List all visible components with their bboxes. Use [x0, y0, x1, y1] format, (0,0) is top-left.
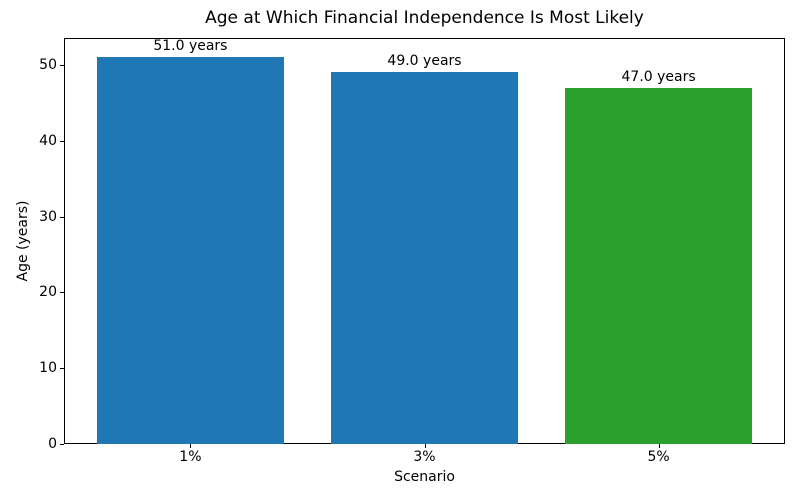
- x-axis-label: Scenario: [394, 469, 455, 485]
- x-tick-label: 3%: [413, 449, 436, 465]
- y-tick-mark: [60, 140, 64, 142]
- y-tick-mark: [60, 64, 64, 66]
- y-tick-mark: [60, 216, 64, 218]
- x-tick-mark: [658, 444, 660, 448]
- x-tick-label: 1%: [179, 449, 202, 465]
- x-tick-mark: [190, 444, 192, 448]
- bar-value-label: 49.0 years: [387, 53, 462, 70]
- bar-1%: [96, 57, 285, 444]
- x-tick-mark: [424, 444, 426, 448]
- bar-3%: [330, 72, 519, 444]
- x-tick-label: 5%: [647, 449, 670, 465]
- y-tick-mark: [60, 368, 64, 370]
- y-tick-label: 20: [39, 284, 57, 301]
- y-tick-label: 50: [39, 56, 57, 73]
- y-tick-label: 30: [39, 208, 57, 225]
- y-tick-label: 10: [39, 360, 57, 377]
- bar-value-label: 47.0 years: [621, 68, 696, 85]
- y-tick-label: 0: [48, 436, 57, 452]
- y-tick-mark: [60, 292, 64, 294]
- bar-5%: [564, 87, 753, 444]
- y-tick-mark: [60, 444, 64, 445]
- bar-value-label: 51.0 years: [153, 38, 228, 55]
- y-tick-label: 40: [39, 132, 57, 149]
- chart-title: Age at Which Financial Independence Is M…: [205, 8, 644, 28]
